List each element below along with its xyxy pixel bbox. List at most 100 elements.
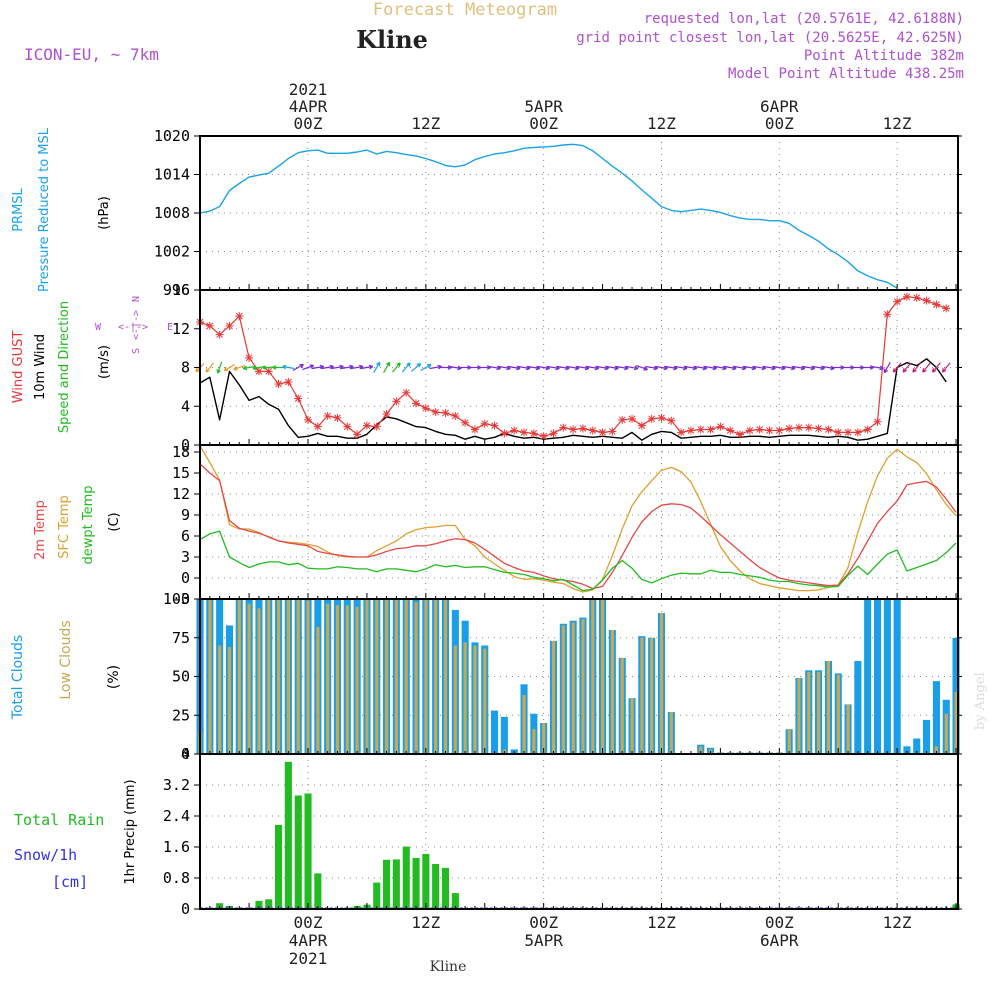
clouds-ytick-label: 50: [172, 668, 190, 686]
clouds-ytick-label: 75: [172, 629, 190, 647]
wind-direction-arrowhead: [233, 366, 238, 371]
wind-direction-arrow: [684, 365, 697, 370]
wind-gust-marker: [284, 378, 293, 387]
clouds-ytick-label: 0: [181, 745, 190, 763]
wind-direction-arrowhead: [614, 365, 619, 371]
wind-gust-marker: [765, 426, 774, 435]
compass-west: W: [95, 322, 102, 333]
wind-direction-arrowhead: [633, 365, 639, 371]
wind-direction-arrow: [557, 365, 570, 370]
wind-gust-marker: [844, 428, 853, 437]
precip-ytick-label: 1.6: [163, 838, 190, 856]
wind-gust-marker: [559, 423, 568, 432]
wind-gust-marker: [529, 429, 538, 438]
low-cloud-bar: [306, 600, 310, 754]
wind-direction-arrowhead: [319, 364, 325, 370]
wind-direction-arrowhead: [282, 364, 287, 370]
low-cloud-bar: [453, 645, 457, 754]
wind-gust-marker: [637, 421, 646, 430]
low-cloud-bar: [650, 637, 654, 755]
wind-direction-arrow: [932, 362, 941, 373]
low-cloud-bar: [247, 603, 251, 754]
rain-bar: [383, 859, 391, 909]
wind-direction-arrow: [411, 363, 421, 372]
low-cloud-bar: [542, 723, 546, 754]
low-cloud-bar: [846, 704, 850, 754]
wind-gust-marker: [500, 429, 509, 438]
low-cloud-bar: [797, 678, 801, 754]
wind-direction-arrow: [645, 365, 658, 370]
top-time-label: 00Z: [529, 114, 558, 133]
wind-direction-arrowhead: [941, 368, 947, 373]
wind-gust-marker: [873, 417, 882, 426]
bottom-time-label: 4APR: [289, 931, 328, 950]
wind-direction-arrowhead: [339, 364, 344, 370]
wind-direction-arrowhead: [262, 365, 267, 371]
precip-ytick-label: 2.4: [163, 807, 190, 825]
wind-direction-arrowhead: [751, 365, 757, 371]
wind-direction-arrow: [205, 362, 215, 373]
bottom-time-label: 5APR: [524, 931, 563, 950]
clouds-label-total: Total Clouds: [10, 635, 26, 720]
low-cloud-bar: [944, 713, 948, 754]
wind-direction-arrow: [773, 365, 786, 370]
wind-direction-arrow: [351, 365, 364, 370]
wind-gust-marker: [461, 418, 470, 427]
wind-speed-line: [199, 358, 947, 441]
low-cloud-bar: [385, 599, 389, 754]
wind-direction-arrow: [941, 362, 951, 373]
wind-direction-arrow: [763, 365, 776, 370]
clouds-panel: 100 75 50 25 0 Total Clouds Low Clouds (%): [10, 590, 962, 763]
wind-gust-marker: [313, 422, 322, 431]
wind-direction-arrowhead: [800, 365, 806, 371]
low-cloud-bar: [787, 729, 791, 754]
wind-ytick-label: 0: [181, 436, 190, 454]
temperature-panel: 18 15 12 9 6 3 0 -3 2m Temp SFC Temp dewpt Temp…: [33, 443, 962, 608]
wind-direction-arrow: [321, 365, 334, 370]
temp-ytick-label: 18: [172, 443, 190, 461]
wind-direction-arrowhead: [205, 368, 210, 373]
low-cloud-bar: [551, 640, 556, 754]
clouds-ytick-label: 100: [163, 590, 190, 608]
wind-direction-arrowhead: [216, 369, 221, 374]
wind-ytick-label: 16: [172, 281, 190, 299]
temp-ytick-label: 9: [181, 506, 190, 524]
low-cloud-bar: [375, 599, 379, 754]
wind-direction-arrow: [341, 365, 354, 370]
wind-direction-arrowhead: [584, 365, 590, 371]
requested-coords: requested lon,lat (20.5761E, 42.6188N): [644, 11, 964, 27]
wind-gust-marker: [716, 422, 725, 431]
total-cloud-bar: [932, 681, 940, 754]
pressure-line: [199, 143, 898, 289]
temp-ytick-label: 15: [172, 464, 190, 482]
wind-direction-arrowhead: [565, 365, 570, 371]
dewpoint-line: [199, 530, 957, 592]
wind-gust-marker: [353, 430, 362, 439]
wind-direction-arrowhead: [892, 368, 898, 373]
wind-direction-arrow: [217, 361, 223, 374]
wind-direction-arrow: [517, 365, 531, 370]
low-cloud-bar: [954, 692, 958, 754]
bottom-time-label: 6APR: [760, 931, 799, 950]
credit-watermark: by Angel: [973, 672, 988, 730]
wind-ytick-label: 8: [181, 359, 190, 377]
top-time-label: 2021: [289, 80, 328, 99]
clouds-unit: (%): [106, 665, 122, 689]
wind-direction-arrow: [383, 362, 391, 373]
wind-direction-arrow: [243, 365, 256, 370]
wind-gust-marker: [736, 430, 745, 439]
low-cloud-bar: [581, 619, 585, 754]
wind-direction-arrowhead: [349, 364, 354, 370]
low-cloud-bar: [532, 729, 536, 754]
wind-direction-arrow: [822, 365, 835, 370]
low-cloud-bar: [483, 648, 487, 754]
temp-ytick-label: 12: [172, 485, 190, 503]
rain-bar: [392, 859, 400, 909]
wind-gust-marker: [628, 414, 637, 423]
low-cloud-bar: [620, 657, 624, 754]
precip-frame: [199, 753, 959, 910]
wind-direction-arrowhead: [416, 363, 422, 368]
wind-gust-marker: [323, 411, 332, 420]
wind-direction-arrow: [488, 365, 501, 370]
wind-gust-marker: [520, 428, 529, 437]
